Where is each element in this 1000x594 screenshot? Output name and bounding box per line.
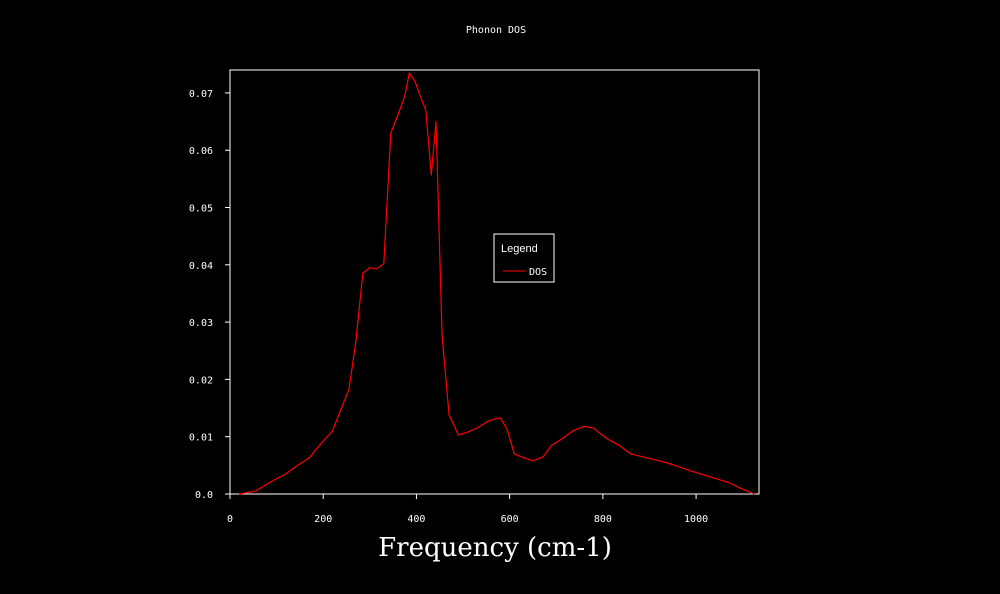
x-tick-label: 600 (501, 514, 519, 525)
y-tick-label: 0.04 (189, 261, 213, 272)
series-line-dos (239, 72, 755, 495)
plot-frame (229, 69, 760, 495)
chart-title: Phonon DOS (466, 25, 526, 36)
y-axis: 0.0 0.01 0.02 0.03 0.04 0.05 0.06 0.07 (189, 89, 230, 501)
y-tick-label: 0.01 (189, 433, 213, 444)
y-tick-label: 0.05 (189, 204, 213, 215)
x-tick-label: 1000 (684, 514, 708, 525)
x-tick-label: 200 (314, 514, 332, 525)
x-tick-label: 400 (407, 514, 425, 525)
x-tick-label: 800 (594, 514, 612, 525)
legend-label-dos: DOS (529, 267, 547, 278)
legend: Legend DOS (493, 233, 555, 283)
series-layer (239, 72, 755, 495)
legend-title: Legend (501, 243, 538, 255)
y-tick-label: 0.06 (189, 146, 213, 157)
x-axis: 0 200 400 600 800 1000 (227, 494, 708, 525)
y-tick-label: 0.03 (189, 318, 213, 329)
legend-box (493, 233, 555, 283)
y-tick-label: 0.02 (189, 375, 213, 386)
y-tick-label: 0.07 (189, 89, 213, 100)
y-tick-label: 0.0 (195, 490, 213, 501)
x-axis-label: Frequency (cm-1) (378, 533, 612, 563)
x-tick-label: 0 (227, 514, 233, 525)
